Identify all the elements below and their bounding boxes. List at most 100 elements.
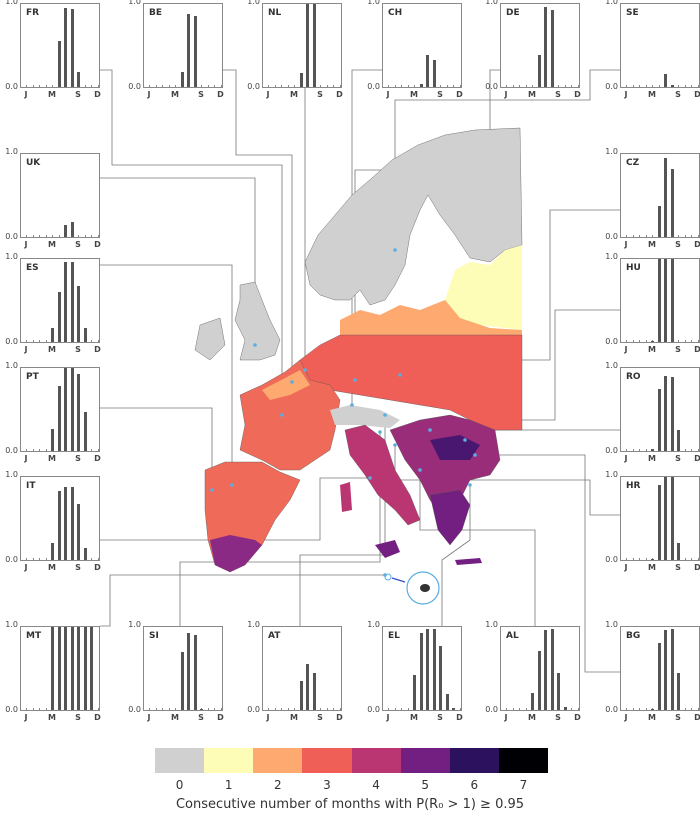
x-minor-tick [512, 85, 514, 87]
bar-it-aug [70, 486, 74, 560]
x-tick-label: M [48, 713, 56, 722]
x-minor-tick [691, 340, 692, 342]
x-minor-tick [453, 85, 454, 87]
x-minor-tick [639, 235, 640, 237]
marker-ch [350, 403, 354, 407]
x-tick-label: S [75, 563, 81, 572]
bar-fr-jul [64, 8, 67, 87]
x-minor-tick [678, 235, 679, 237]
x-tick-label: J [624, 563, 628, 572]
x-minor-tick [320, 708, 321, 710]
x-tick-label: D [94, 563, 101, 572]
chart-title: FR [26, 8, 40, 18]
x-minor-tick [214, 85, 215, 87]
marker-uk [253, 343, 257, 347]
bar-ro-jul [664, 376, 667, 451]
bar-ro-aug [670, 377, 674, 451]
x-tick-label: D [694, 90, 700, 99]
x-minor-tick [632, 449, 634, 451]
x-minor-tick [506, 708, 507, 710]
x-minor-tick [388, 85, 389, 87]
x-minor-tick [274, 85, 276, 87]
y-tick-label: 0.0 [605, 705, 618, 714]
x-minor-tick [691, 85, 692, 87]
x-minor-tick [45, 449, 47, 451]
x-minor-tick [26, 449, 27, 451]
bar-mt-may [51, 627, 54, 710]
bar-el-oct [445, 694, 449, 710]
bar-hu-aug [670, 259, 674, 342]
x-minor-tick [678, 340, 679, 342]
x-tick-label: S [75, 240, 81, 249]
bar-nl-jul [306, 4, 309, 87]
x-minor-tick [639, 85, 640, 87]
colorbar-label: 1 [224, 778, 233, 792]
bar-uk-jul [64, 225, 67, 237]
bar-si-jul [187, 632, 190, 710]
region-france [239, 359, 341, 471]
marker-hu [428, 428, 432, 432]
x-minor-tick [287, 85, 289, 87]
x-tick-label: M [528, 713, 536, 722]
chart-title: AL [506, 631, 519, 641]
x-minor-tick [39, 85, 40, 87]
x-minor-tick [407, 85, 409, 87]
chart-el: EL [382, 626, 462, 711]
x-minor-tick [207, 85, 209, 87]
x-minor-tick [684, 340, 686, 342]
bar-at-jun [299, 680, 303, 710]
x-minor-tick [45, 558, 47, 560]
connector-se [394, 69, 620, 250]
x-tick-label: S [317, 713, 323, 722]
x-minor-tick [333, 85, 334, 87]
x-minor-tick [207, 708, 209, 710]
bar-de-jun [537, 55, 541, 87]
x-minor-tick [658, 85, 660, 87]
bar-bg-sep [677, 672, 680, 710]
bar-pt-jul [64, 368, 67, 451]
bar-nl-aug [312, 4, 316, 87]
x-minor-tick [652, 235, 653, 237]
malta-inset-circle [406, 571, 440, 605]
x-tick-label: S [198, 713, 204, 722]
region-pannonia [430, 435, 480, 460]
x-tick-label: J [624, 454, 628, 463]
country-markers [210, 248, 477, 577]
x-minor-tick [678, 85, 679, 87]
x-minor-tick [506, 85, 507, 87]
x-tick-label: M [290, 90, 298, 99]
colorbar [155, 748, 548, 773]
bar-hu-may [651, 341, 654, 342]
x-tick-label: J [147, 90, 151, 99]
bar-fr-sep [77, 72, 80, 87]
x-minor-tick [281, 85, 282, 87]
bar-al-aug [550, 628, 554, 710]
connector-al [419, 470, 536, 626]
y-tick-label: 0.0 [605, 555, 618, 564]
x-tick-label: D [217, 90, 224, 99]
x-minor-tick [532, 85, 533, 87]
marker-el [468, 483, 472, 487]
x-minor-tick [564, 85, 566, 87]
chart-title: PT [26, 372, 39, 382]
marker-ro [463, 438, 467, 442]
bar-de-jul [544, 6, 547, 87]
x-minor-tick [281, 708, 282, 710]
chart-cz: CZ [620, 153, 700, 238]
x-tick-label: S [555, 90, 561, 99]
x-minor-tick [626, 85, 627, 87]
bar-ro-sep [677, 430, 680, 451]
chart-ch: CH [382, 3, 462, 88]
x-tick-label: M [48, 240, 56, 249]
x-minor-tick [626, 449, 627, 451]
x-minor-tick [45, 340, 47, 342]
chart-title: CH [388, 8, 403, 18]
bar-es-jul [64, 261, 67, 342]
x-minor-tick [162, 708, 163, 710]
region-alps [330, 405, 400, 428]
x-minor-tick [691, 558, 692, 560]
bar-cz-jun [657, 206, 661, 237]
x-minor-tick [91, 235, 92, 237]
y-tick-label: 1.0 [5, 147, 18, 156]
region-france-north [262, 370, 310, 400]
